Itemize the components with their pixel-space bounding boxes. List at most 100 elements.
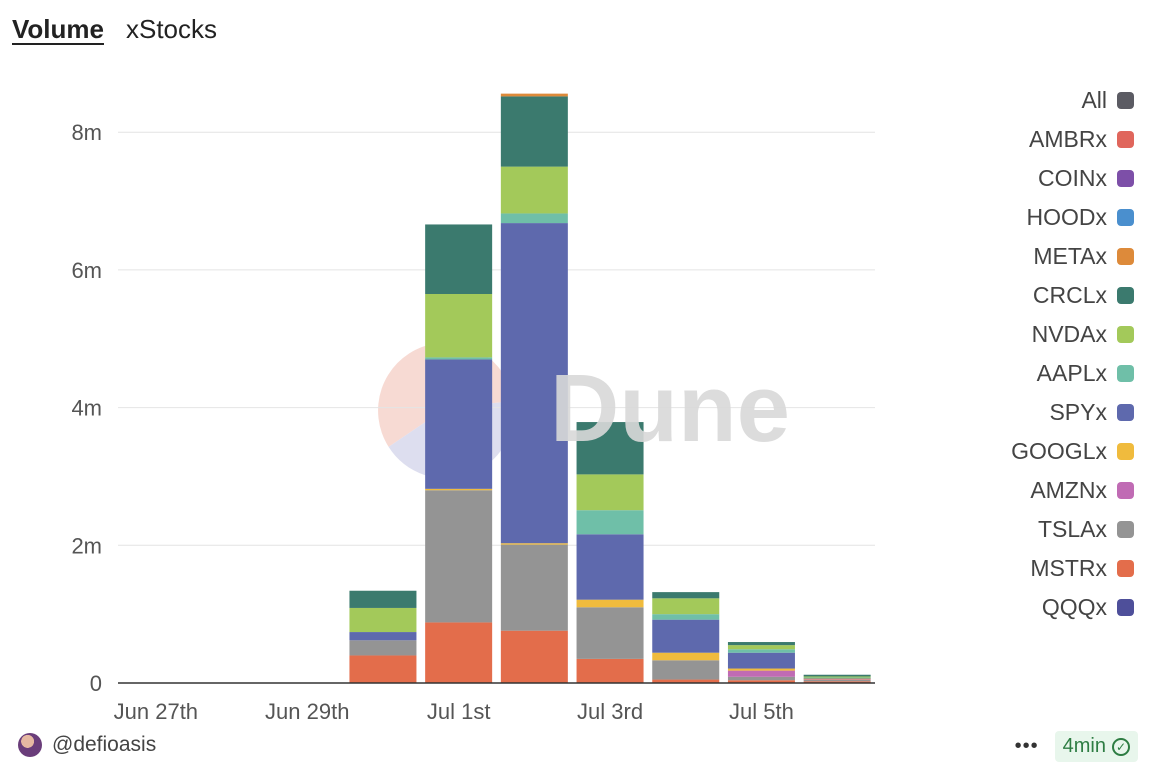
bar-segment-crclx[interactable] — [803, 674, 871, 677]
legend-swatch — [1117, 404, 1134, 421]
y-tick-label: 2m — [71, 533, 102, 558]
legend-label: GOOGLx — [1011, 438, 1107, 464]
bar-segment-spyx[interactable] — [349, 632, 417, 641]
legend-swatch — [1117, 209, 1134, 226]
bar-segment-spyx[interactable] — [652, 619, 720, 653]
tab-volume[interactable]: Volume — [12, 14, 104, 44]
footer-controls: ••• 4min ✓ — [1015, 731, 1138, 762]
bar-segment-metax[interactable] — [500, 93, 568, 97]
refresh-time: 4min — [1062, 735, 1106, 757]
bar-segment-tslax[interactable] — [500, 544, 568, 631]
bar-segment-googlx[interactable] — [500, 543, 568, 545]
bar-segment-amznx[interactable] — [803, 678, 871, 680]
legend-swatch — [1117, 365, 1134, 382]
bar-segment-spyx[interactable] — [576, 534, 644, 600]
bar-segment-nvdax[interactable] — [576, 474, 644, 511]
bar-segment-googlx[interactable] — [425, 488, 493, 491]
legend-item[interactable]: QQQx — [1042, 588, 1134, 627]
bar-segment-googlx[interactable] — [803, 678, 871, 680]
bar-segment-aaplx[interactable] — [576, 510, 644, 535]
legend-item[interactable]: CRCLx — [1033, 276, 1134, 315]
bar-segment-tslax[interactable] — [803, 679, 871, 682]
bar-segment-aaplx[interactable] — [652, 614, 720, 620]
legend-label: MSTRx — [1030, 555, 1107, 581]
bar-segment-spyx[interactable] — [425, 359, 493, 489]
bar-segment-crclx[interactable] — [727, 642, 795, 646]
bar-segment-amznx[interactable] — [727, 670, 795, 677]
check-icon: ✓ — [1112, 737, 1130, 756]
legend-label: COINx — [1038, 165, 1107, 191]
legend-item[interactable]: COINx — [1038, 159, 1134, 198]
legend-swatch — [1117, 248, 1134, 265]
bar-segment-crclx[interactable] — [652, 592, 720, 599]
legend-item[interactable]: AAPLx — [1037, 354, 1134, 393]
bar-segment-tslax[interactable] — [425, 490, 493, 623]
legend-item[interactable]: METAx — [1033, 237, 1134, 276]
bar-segment-mstrx[interactable] — [425, 622, 493, 683]
bar-segment-aaplx[interactable] — [500, 213, 568, 224]
bar-segment-aaplx[interactable] — [425, 357, 493, 360]
author-credit[interactable]: @defioasis — [18, 733, 156, 757]
bar-segment-crclx[interactable] — [576, 422, 644, 475]
bar-segment-googlx[interactable] — [727, 668, 795, 671]
x-tick-label: Jul 1st — [427, 699, 491, 724]
legend-item[interactable]: MSTRx — [1030, 549, 1134, 588]
bar-segment-tslax[interactable] — [727, 676, 795, 681]
bar-segment-aaplx[interactable] — [803, 677, 871, 679]
legend-label: TSLAx — [1037, 516, 1107, 542]
legend-item[interactable]: NVDAx — [1032, 315, 1134, 354]
bar-segment-nvdax[interactable] — [727, 645, 795, 650]
legend-item[interactable]: SPYx — [1049, 393, 1134, 432]
legend-swatch — [1117, 92, 1134, 109]
tab-xstocks[interactable]: xStocks — [125, 14, 218, 44]
legend-item[interactable]: HOODx — [1027, 198, 1134, 237]
bar-segment-mstrx[interactable] — [576, 658, 644, 683]
bar-segment-mstrx[interactable] — [500, 630, 568, 683]
author-handle[interactable]: @defioasis — [52, 733, 157, 756]
legend-item[interactable]: AMBRx — [1029, 120, 1134, 159]
bar-segment-mstrx[interactable] — [652, 679, 720, 683]
bar-segment-crclx[interactable] — [349, 590, 417, 608]
bar-segment-nvdax[interactable] — [803, 676, 871, 678]
bar-segment-nvdax[interactable] — [652, 598, 720, 615]
bar-segment-spyx[interactable] — [727, 652, 795, 669]
legend-swatch — [1117, 131, 1134, 148]
bar-segment-aaplx[interactable] — [727, 649, 795, 653]
bar-segment-crclx[interactable] — [500, 96, 568, 167]
legend-swatch — [1117, 443, 1134, 460]
more-options-button[interactable]: ••• — [1014, 735, 1039, 757]
bar-segment-mstrx[interactable] — [349, 655, 417, 683]
legend-item[interactable]: All — [1081, 81, 1134, 120]
bar-segment-nvdax[interactable] — [425, 293, 493, 358]
bar-segment-spyx[interactable] — [500, 223, 568, 544]
bars — [349, 93, 871, 683]
legend-label: AAPLx — [1036, 360, 1107, 386]
tab-bar: Volume xStocks — [12, 14, 217, 45]
y-tick-label: 4m — [71, 396, 102, 421]
y-axis-ticks: 0 2m 4m 6m 8m — [71, 120, 102, 696]
bar-segment-googlx[interactable] — [576, 599, 644, 608]
bar-segment-tslax[interactable] — [576, 607, 644, 659]
legend-swatch — [1117, 482, 1134, 499]
bar-segment-crclx[interactable] — [425, 224, 493, 294]
legend-item[interactable]: AMZNx — [1030, 471, 1134, 510]
bar-segment-mstrx[interactable] — [803, 681, 871, 683]
bar-segment-tslax[interactable] — [652, 660, 720, 680]
bar-segment-nvdax[interactable] — [349, 607, 417, 633]
legend-swatch — [1117, 560, 1134, 577]
y-tick-label: 0 — [90, 671, 102, 696]
y-tick-label: 6m — [71, 258, 102, 283]
bar-segment-nvdax[interactable] — [500, 166, 568, 214]
legend-item[interactable]: GOOGLx — [1011, 432, 1134, 471]
legend-label: CRCLx — [1032, 282, 1107, 308]
legend-label: SPYx — [1049, 399, 1107, 425]
bar-segment-mstrx[interactable] — [727, 680, 795, 683]
watermark-text: Dune — [550, 355, 790, 462]
legend-item[interactable]: TSLAx — [1038, 510, 1134, 549]
refresh-badge[interactable]: 4min ✓ — [1054, 731, 1138, 762]
legend-label: METAx — [1033, 243, 1107, 269]
bar-segment-tslax[interactable] — [349, 640, 417, 656]
legend-label: QQQx — [1041, 594, 1107, 620]
bar-segment-googlx[interactable] — [652, 652, 720, 661]
